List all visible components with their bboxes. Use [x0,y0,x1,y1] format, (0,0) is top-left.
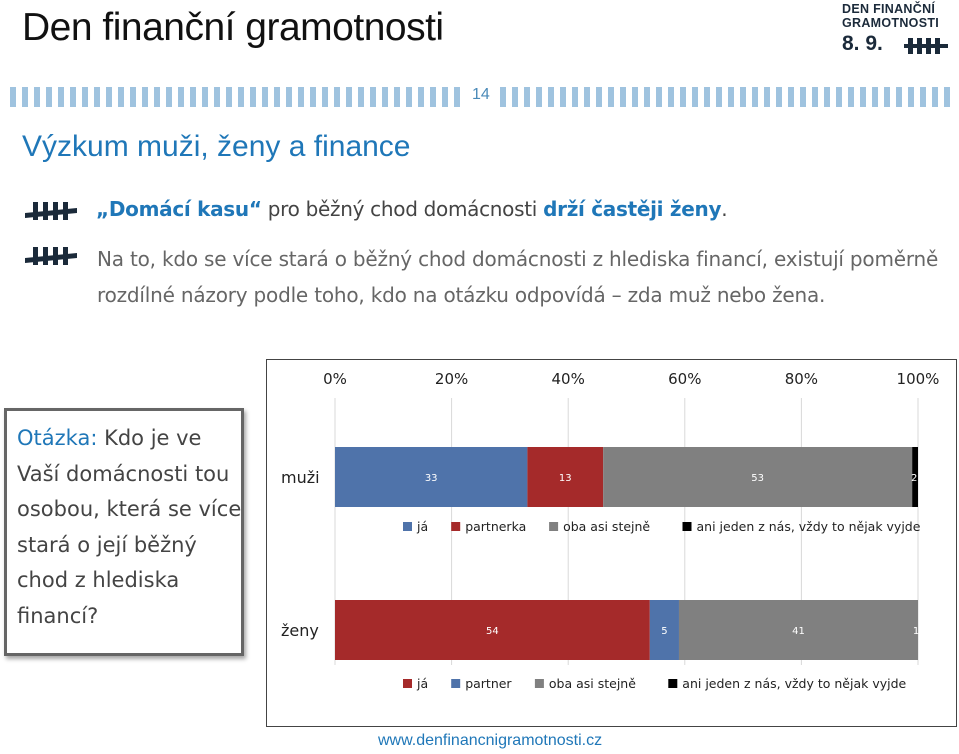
data-label: 54 [486,626,499,637]
legend-label: ani jeden z nás, vždy to nějak vyjde [697,519,921,534]
legend-label: partner [465,676,512,691]
tally-bullet-icon [25,202,77,220]
legend-swatch [549,522,559,531]
legend-label: já [416,676,428,691]
data-label: 5 [661,626,667,637]
bar-segment [335,600,650,660]
bar-segment [603,447,913,507]
question-box: Otázka: Kdo je ve Vaší domácnosti tou os… [4,408,244,656]
bullet-1-end: . [721,197,728,221]
x-tick-label: 40% [552,370,585,388]
x-tick-label: 20% [435,370,468,388]
bar-segment [649,600,679,660]
legend-swatch [451,522,461,531]
header-rule-left [10,87,464,107]
bullet-1: „Domácí kasu“ pro běžný chod domácnosti … [96,197,728,221]
question-text: Otázka: Kdo je ve Vaší domácnosti tou os… [17,421,245,634]
logo-date: 8. 9. [842,32,883,55]
bar-segment [912,447,918,507]
legend-swatch [451,679,461,688]
x-tick-label: 60% [668,370,701,388]
bullet-2: Na to, kdo se více stará o běžný chod do… [97,247,939,307]
logo-line-2: GRAMOTNOSTI [842,16,940,30]
event-logo: DEN FINANČNÍ GRAMOTNOSTI 8. 9. [842,2,957,60]
category-label: muži [281,468,320,487]
bullet-1-text: pro běžný chod domácnosti [261,197,544,221]
legend-label: oba asi stejně [549,676,636,691]
bar-segment [527,447,604,507]
section-title: Výzkum muži, ženy a finance [22,130,411,163]
footer-url: www.denfinancnigramotnosti.cz [378,732,603,749]
legend-label: ani jeden z nás, vždy to nějak vyjde [682,676,906,691]
data-label: 2 [911,473,917,484]
data-label: 41 [792,626,805,637]
stacked-bar-chart: 0% 20% 40% 60% 80% 100% muži 33 13 53 2 já partnerka… [281,370,940,691]
legend-swatch [403,679,412,688]
question-label: Otázka: [17,426,98,450]
tally-bullet-icon [25,247,77,265]
logo-line-1: DEN FINANČNÍ [842,2,936,16]
data-label: 53 [751,473,764,484]
bullet-1-emphasis: drží častěji ženy [543,197,722,221]
slide-number: 14 [472,86,490,103]
tally-marks-icon [904,38,948,54]
data-label: 13 [559,473,572,484]
x-tick-label: 80% [785,370,818,388]
legend-swatch [682,522,692,531]
data-label: 33 [425,473,438,484]
legend-label: partnerka [465,519,526,534]
legend-swatch [668,679,678,688]
bar-segment [678,600,918,660]
data-label: 1 [913,626,919,637]
x-tick-label: 100% [897,370,940,388]
legend-swatch [403,522,412,531]
x-tick-label: 0% [323,370,347,388]
bullet-1-quote: „Domácí kasu“ [96,197,262,221]
chart-frame: 0% 20% 40% 60% 80% 100% muži 33 13 53 2 já partnerka… [266,359,957,727]
legend-label: oba asi stejně [563,519,650,534]
category-label: ženy [281,621,319,640]
question-body: Kdo je ve Vaší domácnosti tou osobou, kt… [17,426,242,628]
header-rule-right [500,87,950,107]
page-title: Den finanční gramotnosti [22,6,444,49]
legend-swatch [534,679,544,688]
legend-label: já [416,519,428,534]
bar-segment [335,447,528,507]
